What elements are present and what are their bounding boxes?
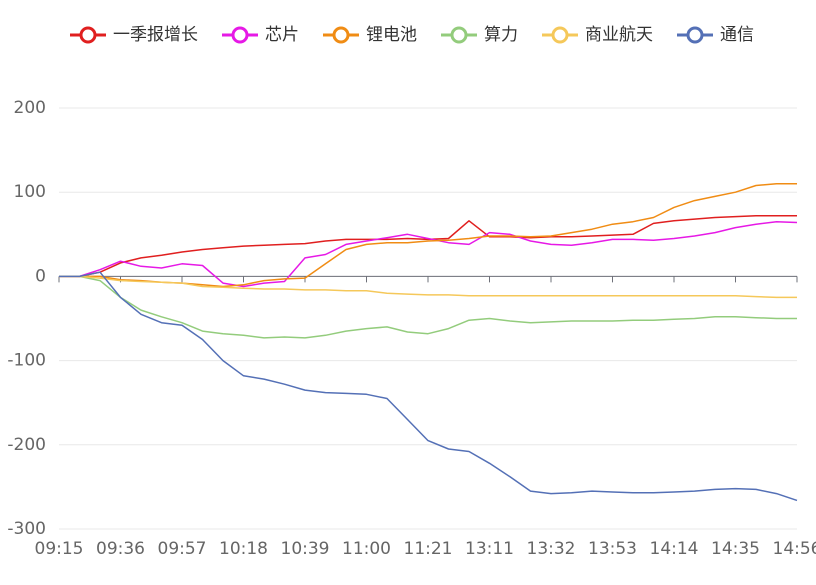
legend-marker [551,26,569,44]
legend-label: 算力 [484,25,518,45]
x-tick-label: 09:57 [158,539,207,559]
legend-label: 通信 [720,25,754,45]
x-tick-label: 13:32 [527,539,576,559]
series-line [59,275,797,339]
series-line [59,271,798,502]
y-tick-label: -300 [7,519,46,539]
x-tick-label: 14:56 [773,539,816,559]
legend-label: 一季报增长 [113,25,198,45]
y-tick-label: -100 [7,351,46,371]
y-tick-label: 0 [35,266,46,286]
y-tick-label: 200 [14,98,46,118]
legend-label: 锂电池 [366,25,417,45]
series-line [59,220,798,288]
x-tick-label: 14:35 [711,539,760,559]
legend-item: 一季报增长 [70,25,198,45]
x-tick-label: 10:18 [219,539,268,559]
legend-marker [79,26,97,44]
y-tick-label: -200 [7,435,46,455]
x-tick-label: 13:11 [465,539,514,559]
legend-label: 商业航天 [585,25,653,45]
legend-item: 算力 [441,25,518,45]
legend-item: 锂电池 [323,25,417,45]
legend-item: 商业航天 [542,25,653,45]
x-tick-label: 11:00 [342,539,391,559]
legend-marker [231,26,249,44]
legend-item: 芯片 [222,25,299,45]
legend-marker [450,26,468,44]
series-line [59,275,797,299]
series-line [59,215,797,278]
y-tick-label: 100 [14,182,46,202]
legend-marker [686,26,704,44]
x-tick-label: 09:15 [35,539,84,559]
x-tick-label: 11:21 [404,539,453,559]
x-tick-label: 10:39 [281,539,330,559]
x-tick-label: 09:36 [96,539,145,559]
legend-marker [332,26,350,44]
series-line [59,183,797,288]
legend-item: 通信 [677,25,754,45]
x-tick-label: 14:14 [650,539,699,559]
legend-label: 芯片 [265,25,299,45]
x-tick-label: 13:53 [588,539,637,559]
